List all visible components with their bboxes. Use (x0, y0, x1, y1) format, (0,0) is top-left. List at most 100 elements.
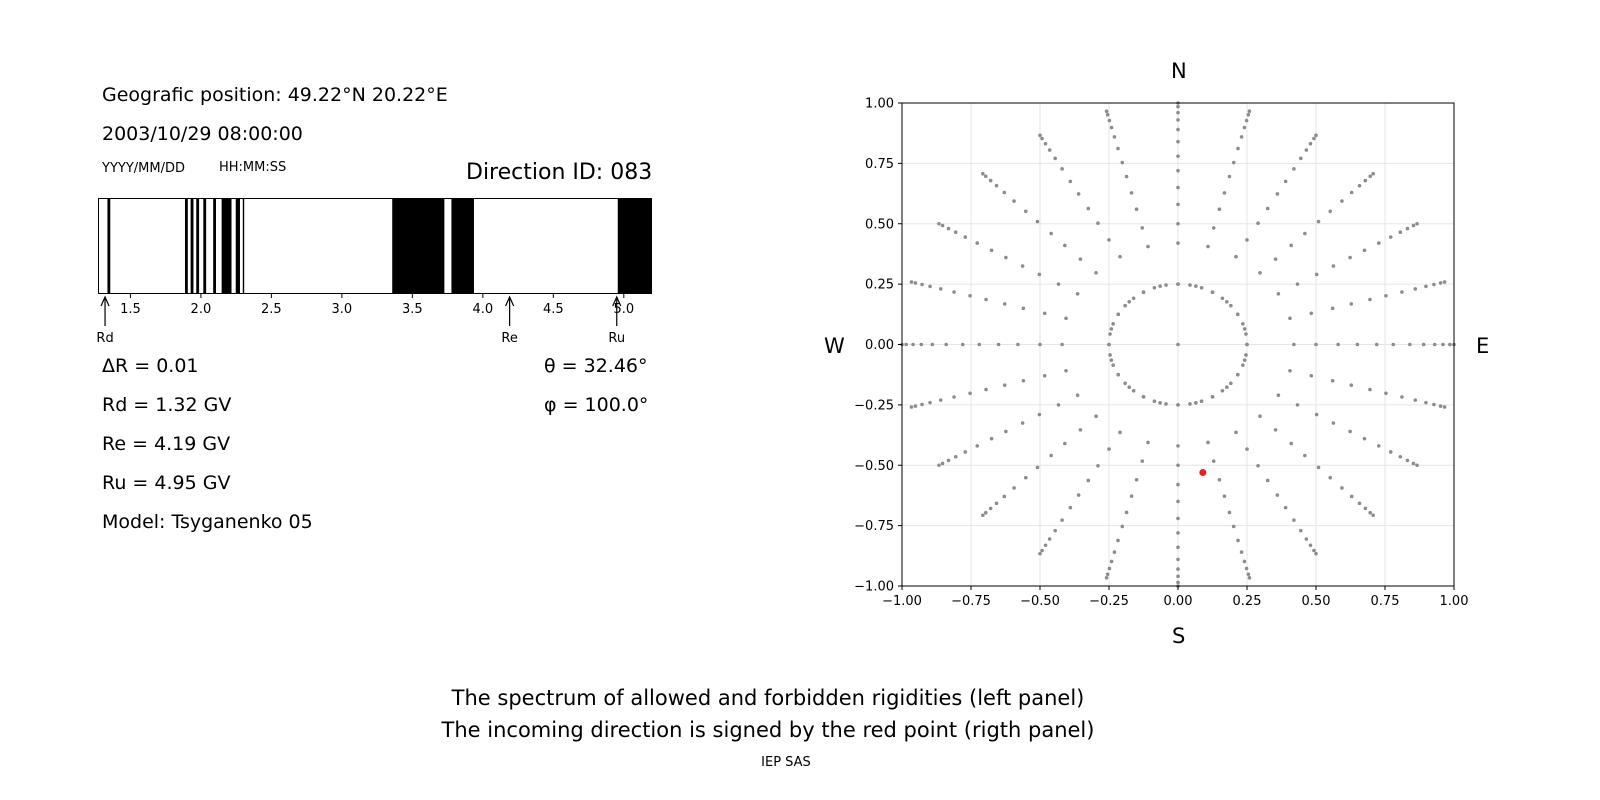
direction-grid-point (1109, 125, 1114, 130)
direction-grid-point (1042, 373, 1047, 378)
direction-grid-point (977, 342, 982, 347)
direction-grid-point (1164, 402, 1168, 406)
direction-grid-point (937, 221, 941, 226)
direction-grid-point (1107, 342, 1111, 347)
direction-grid-point (994, 501, 999, 506)
direction-grid-point (975, 444, 980, 448)
direction-grid-point (1104, 109, 1109, 114)
spectrum-axis: 1.5 2.0 2.5 3.0 3.5 4.0 4.5 5.0 Rd Re Ru (96, 294, 634, 346)
direction-grid-point (1292, 342, 1296, 347)
forbidden-band (213, 199, 217, 293)
marker-arrowhead-ru (612, 295, 622, 307)
direction-grid-point (1220, 388, 1225, 393)
direction-grid-point (960, 342, 965, 347)
direction-grid-point (1348, 429, 1352, 434)
direction-grid-point (1176, 567, 1180, 571)
forbidden-band (235, 199, 240, 293)
x-tick-label: −0.25 (1089, 594, 1129, 609)
direction-grid-point (1108, 332, 1112, 336)
direction-grid-point (1239, 135, 1244, 139)
direction-grid-point (1330, 306, 1335, 311)
direction-grid-point (1188, 402, 1192, 406)
direction-grid-point (1424, 400, 1428, 405)
direction-grid-point (1231, 160, 1236, 165)
model-name: Model: Tsyganenko 05 (102, 511, 313, 533)
direction-grid-point (1357, 183, 1362, 188)
direction-grid-point (1229, 303, 1233, 308)
direction-grid-point (983, 510, 988, 515)
direction-grid-point (1355, 342, 1360, 347)
compass-west: W (824, 334, 845, 358)
direction-grid-point (1242, 559, 1247, 564)
direction-grid-point (1021, 306, 1026, 311)
direction-grid-point (1038, 551, 1042, 556)
direction-grid-point (1234, 430, 1238, 435)
x-tick-label: 0.50 (1302, 594, 1331, 609)
direction-grid-point (1328, 209, 1333, 214)
direction-grid-point (1146, 244, 1150, 249)
direction-grid-point (937, 463, 941, 468)
direction-grid-point (1309, 373, 1314, 378)
direction-grid-point (1227, 510, 1232, 515)
direction-grid-point (1004, 429, 1008, 434)
direction-grid-point (1235, 312, 1240, 317)
direction-grid-point (1004, 255, 1008, 260)
direction-grid-point (984, 387, 988, 392)
direction-grid-point (952, 290, 956, 294)
direction-grid-point (1312, 136, 1316, 141)
direction-grid-point (1134, 477, 1139, 482)
direction-grid-point (1283, 505, 1288, 510)
direction-grid-point (904, 342, 908, 347)
direction-grid-point (1037, 412, 1042, 417)
direction-grid-point (1210, 290, 1215, 295)
direction-grid-point (1176, 221, 1180, 226)
direction-grid-point (1362, 436, 1367, 441)
y-tick-label: 0.25 (865, 278, 894, 293)
direction-grid-point (1012, 199, 1016, 203)
direction-grid-point (1176, 139, 1180, 144)
direction-grid-point (1244, 566, 1249, 571)
direction-grid-point (1258, 270, 1262, 275)
direction-grid-point (1316, 219, 1321, 224)
direction-grid-point (1349, 302, 1354, 306)
direction-grid-point (1236, 538, 1240, 543)
direction-grid-point (1376, 444, 1381, 448)
direction-grid-point (1176, 516, 1180, 521)
direction-grid-point (1398, 230, 1403, 235)
direction-grid-point (1236, 146, 1240, 151)
direction-grid-point (1131, 388, 1136, 393)
direction-grid-point (1245, 342, 1249, 347)
direction-grid-point (1176, 127, 1180, 132)
direction-grid-point (1273, 428, 1278, 432)
direction-grid-point (1108, 353, 1112, 357)
direction-grid-point (1049, 231, 1053, 236)
direction-grid-point (911, 342, 915, 347)
direction-grid-point (1413, 287, 1418, 291)
direction-grid-point (1035, 465, 1040, 470)
direction-grid-point (1116, 146, 1120, 151)
direction-grid-point (1340, 199, 1344, 203)
direction-grid-point (1222, 191, 1227, 195)
direction-grid-point (1314, 272, 1319, 277)
direction-grid-point (1060, 518, 1064, 522)
direction-grid-point (952, 395, 956, 399)
direction-grid-point (1314, 133, 1318, 138)
direction-grid-point (1129, 191, 1134, 195)
direction-grid-point (1140, 226, 1145, 230)
direction-grid-point (1176, 444, 1180, 448)
direction-grid-point (1283, 179, 1288, 184)
direction-grid-point (1247, 575, 1252, 580)
direction-grid-point (1376, 241, 1381, 245)
y-tick-label: −0.75 (854, 519, 894, 534)
direction-grid-point (1432, 342, 1437, 347)
direction-grid-point (1109, 327, 1114, 331)
direction-grid-point (1256, 464, 1260, 468)
direction-grid-point (1217, 477, 1222, 482)
x-tick-label: 0.75 (1371, 594, 1400, 609)
direction-grid-point (1206, 440, 1210, 445)
direction-grid-point (1368, 297, 1372, 302)
marker-label-rd: Rd (96, 331, 113, 346)
direction-grid-point (940, 461, 945, 466)
direction-grid-point (1042, 311, 1047, 316)
direction-grid-point (1094, 270, 1098, 275)
